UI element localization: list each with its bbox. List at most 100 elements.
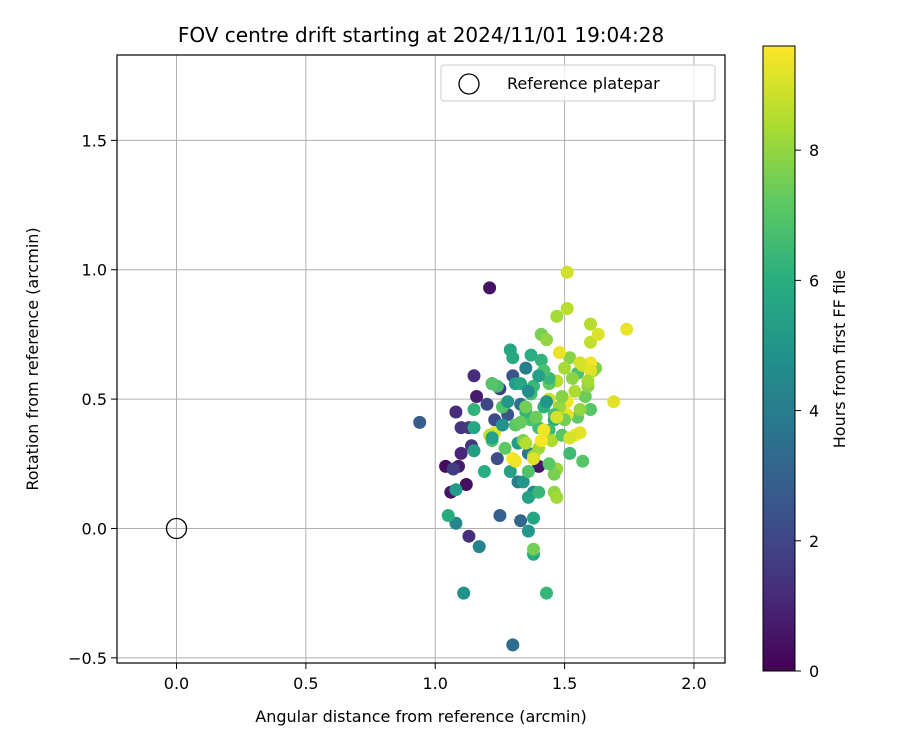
scatter-point bbox=[498, 441, 512, 455]
scatter-point bbox=[413, 415, 427, 429]
scatter-point bbox=[545, 434, 559, 447]
scatter-point bbox=[550, 410, 564, 424]
y-tick-label: 1.5 bbox=[82, 131, 107, 150]
scatter-point bbox=[573, 426, 587, 440]
colorbar-tick-label: 8 bbox=[809, 141, 819, 160]
scatter-point bbox=[540, 333, 553, 347]
scatter-point bbox=[501, 395, 515, 409]
scatter-point bbox=[459, 478, 473, 491]
colorbar-tick-label: 4 bbox=[809, 402, 819, 421]
scatter-point bbox=[477, 465, 491, 478]
colorbar-gradient bbox=[762, 45, 796, 672]
x-axis-label: Angular distance from reference (arcmin) bbox=[255, 707, 586, 726]
legend-marker-icon bbox=[458, 73, 480, 95]
x-tick-label: 0.5 bbox=[293, 674, 318, 693]
scatter-point bbox=[472, 540, 486, 554]
y-tick-label: 0.0 bbox=[82, 519, 107, 538]
scatter-point bbox=[550, 309, 564, 323]
scatter-point bbox=[584, 364, 597, 378]
scatter-point bbox=[506, 351, 520, 365]
y-tick-label: 1.0 bbox=[82, 261, 107, 280]
scatter-point bbox=[527, 452, 540, 466]
scatter-point bbox=[524, 348, 538, 362]
x-tick-label: 1.0 bbox=[423, 674, 448, 693]
scatter-point bbox=[540, 395, 553, 409]
scatter-point bbox=[584, 317, 597, 331]
scatter-point bbox=[503, 465, 517, 478]
scatter-point bbox=[576, 454, 590, 468]
legend: Reference platepar bbox=[440, 64, 716, 102]
scatter-point bbox=[493, 509, 507, 522]
x-tick-label: 2.0 bbox=[681, 674, 706, 693]
scatter-point bbox=[527, 542, 540, 556]
x-tick-label: 1.5 bbox=[552, 674, 577, 693]
y-axis-label: Rotation from reference (arcmin) bbox=[23, 227, 42, 490]
scatter-point bbox=[532, 369, 546, 383]
scatter-point bbox=[552, 346, 566, 359]
x-axis-ticks: 0.0 0.5 1.0 1.5 2.0 bbox=[164, 663, 707, 693]
scatter-point bbox=[537, 423, 551, 437]
scatter-point bbox=[563, 351, 577, 365]
scatter-point bbox=[550, 490, 564, 504]
scatter-point bbox=[467, 444, 481, 458]
colorbar-tick-label: 2 bbox=[809, 532, 819, 551]
scatter-point bbox=[584, 403, 597, 416]
scatter-point bbox=[508, 454, 522, 468]
scatter-point bbox=[534, 434, 548, 447]
scatter-point bbox=[568, 384, 582, 398]
colorbar: 0 2 4 6 8 Hours from first FF file bbox=[762, 45, 849, 681]
scatter-point bbox=[560, 265, 574, 279]
colorbar-label: Hours from first FF file bbox=[830, 270, 849, 449]
scatter-point bbox=[519, 436, 533, 450]
scatter-point bbox=[480, 397, 494, 411]
reference-marker bbox=[165, 517, 188, 540]
scatter-point bbox=[483, 281, 497, 295]
scatter-point bbox=[521, 490, 535, 504]
scatter-point bbox=[563, 431, 577, 445]
scatter-point bbox=[462, 529, 476, 543]
colorbar-tick-label: 0 bbox=[809, 662, 819, 681]
scatter-point bbox=[620, 322, 634, 336]
scatter-point bbox=[449, 483, 463, 497]
scatter-point bbox=[441, 509, 455, 522]
scatter-point bbox=[467, 403, 481, 416]
colorbar-ticks: 0 2 4 6 8 bbox=[795, 141, 819, 681]
scatter-point bbox=[578, 390, 592, 403]
scatter-point bbox=[555, 390, 569, 403]
scatter-point bbox=[565, 371, 579, 385]
scatter-point bbox=[514, 514, 528, 528]
scatter-point bbox=[558, 361, 572, 375]
scatter-point bbox=[521, 384, 535, 398]
colorbar-tick-label: 6 bbox=[809, 271, 819, 290]
scatter-point bbox=[521, 524, 535, 538]
plot-area-frame bbox=[116, 54, 726, 664]
scatter-point bbox=[446, 462, 460, 476]
scatter-point bbox=[470, 390, 484, 403]
reference-point bbox=[165, 517, 188, 540]
scatter-point bbox=[573, 356, 587, 370]
scatter-point bbox=[563, 446, 577, 460]
scatter-point bbox=[607, 395, 621, 409]
scatter-point bbox=[547, 467, 561, 481]
scatter-point bbox=[449, 405, 463, 419]
scatter-points bbox=[413, 265, 634, 652]
scatter-point bbox=[540, 586, 553, 600]
scatter-point bbox=[581, 374, 595, 388]
scatter-point bbox=[467, 369, 481, 383]
y-tick-label: −0.5 bbox=[68, 649, 107, 668]
scatter-point bbox=[485, 431, 499, 445]
scatter-point bbox=[534, 353, 548, 367]
scatter-point bbox=[490, 452, 504, 466]
scatter-point bbox=[485, 377, 499, 391]
scatter-point bbox=[573, 403, 587, 416]
scatter-point bbox=[519, 361, 533, 375]
scatter-point bbox=[529, 410, 543, 424]
scatter-point bbox=[591, 327, 605, 341]
legend-box bbox=[440, 64, 716, 102]
scatter-point bbox=[506, 638, 520, 652]
grid bbox=[117, 55, 725, 663]
scatter-point bbox=[532, 485, 546, 499]
scatter-point bbox=[467, 421, 481, 435]
scatter-point bbox=[521, 465, 535, 478]
